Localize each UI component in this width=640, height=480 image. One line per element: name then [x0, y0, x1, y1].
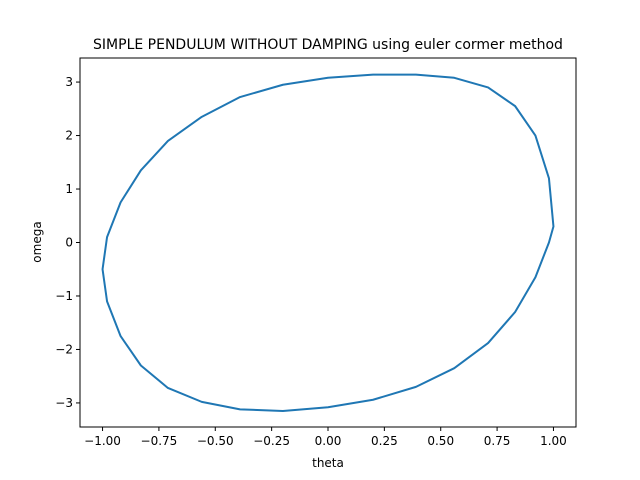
chart-title: SIMPLE PENDULUM WITHOUT DAMPING using eu…: [93, 37, 563, 53]
x-axis-ticks: −1.00 −0.75 −0.50 −0.25 0.00 0.25 0.50 0.75 1.00: [84, 427, 567, 448]
y-tick-label: −3: [55, 396, 73, 410]
x-tick-label: −1.00: [84, 434, 121, 448]
y-tick-label: −2: [55, 342, 73, 356]
x-tick-label: −0.50: [197, 434, 234, 448]
x-tick-label: 0.00: [315, 434, 342, 448]
x-tick-label: −0.25: [253, 434, 290, 448]
x-axis-label: theta: [312, 456, 344, 470]
series-line-0: [101, 73, 555, 412]
x-tick-label: 0.75: [484, 434, 511, 448]
y-axis-ticks: −3 −2 −1 0 1 2 3: [55, 75, 80, 410]
y-tick-label: 3: [65, 75, 73, 89]
y-tick-label: 2: [65, 129, 73, 143]
y-tick-label: 0: [65, 236, 73, 250]
x-tick-label: 0.25: [371, 434, 398, 448]
y-axis-label: omega: [30, 221, 44, 262]
x-tick-label: 0.50: [427, 434, 454, 448]
y-tick-label: −1: [55, 289, 73, 303]
x-tick-label: −0.75: [141, 434, 178, 448]
x-tick-label: 1.00: [540, 434, 567, 448]
y-tick-label: 1: [65, 182, 73, 196]
plot-layer: [101, 73, 555, 412]
